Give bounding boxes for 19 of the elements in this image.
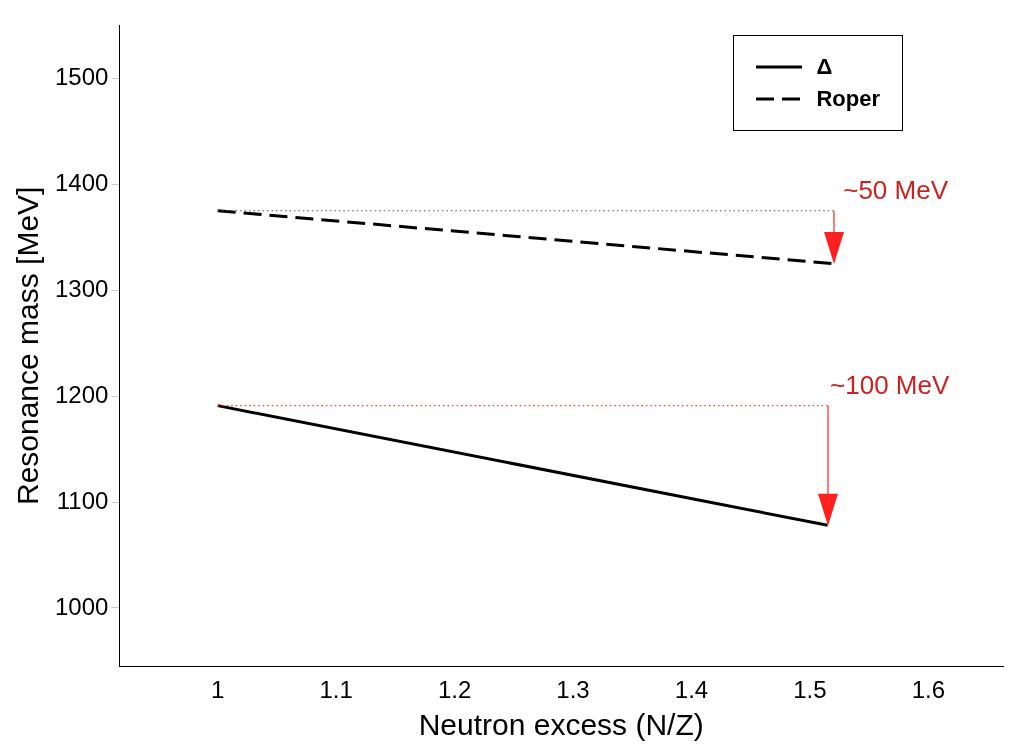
y-tick-label: 1100 xyxy=(56,486,109,514)
x-tick-label: 1.1 xyxy=(319,676,353,704)
annotation: ~50 MeV xyxy=(843,174,949,205)
x-tick-label: 1.3 xyxy=(556,676,590,704)
legend-label: Roper xyxy=(816,86,880,113)
x-axis-title: Neutron excess (N/Z) xyxy=(418,708,704,742)
x-tick-label: 1.5 xyxy=(793,676,827,704)
y-tick-label: 1400 xyxy=(55,168,109,196)
y-axis-title: Resonance mass [MeV] xyxy=(11,186,45,506)
x-tick-label: 1 xyxy=(211,676,225,704)
y-tick-label: 1300 xyxy=(55,274,109,302)
x-tick-label: 1.2 xyxy=(437,676,472,704)
legend-label: Δ xyxy=(816,54,833,81)
x-tick-label: 1.6 xyxy=(911,676,946,704)
y-tick-label: 1500 xyxy=(55,62,109,90)
y-tick-label: 1000 xyxy=(55,592,109,620)
annotation: ~100 MeV xyxy=(830,369,950,400)
x-tick-label: 1.4 xyxy=(674,676,709,704)
y-tick-label: 1200 xyxy=(55,380,109,408)
